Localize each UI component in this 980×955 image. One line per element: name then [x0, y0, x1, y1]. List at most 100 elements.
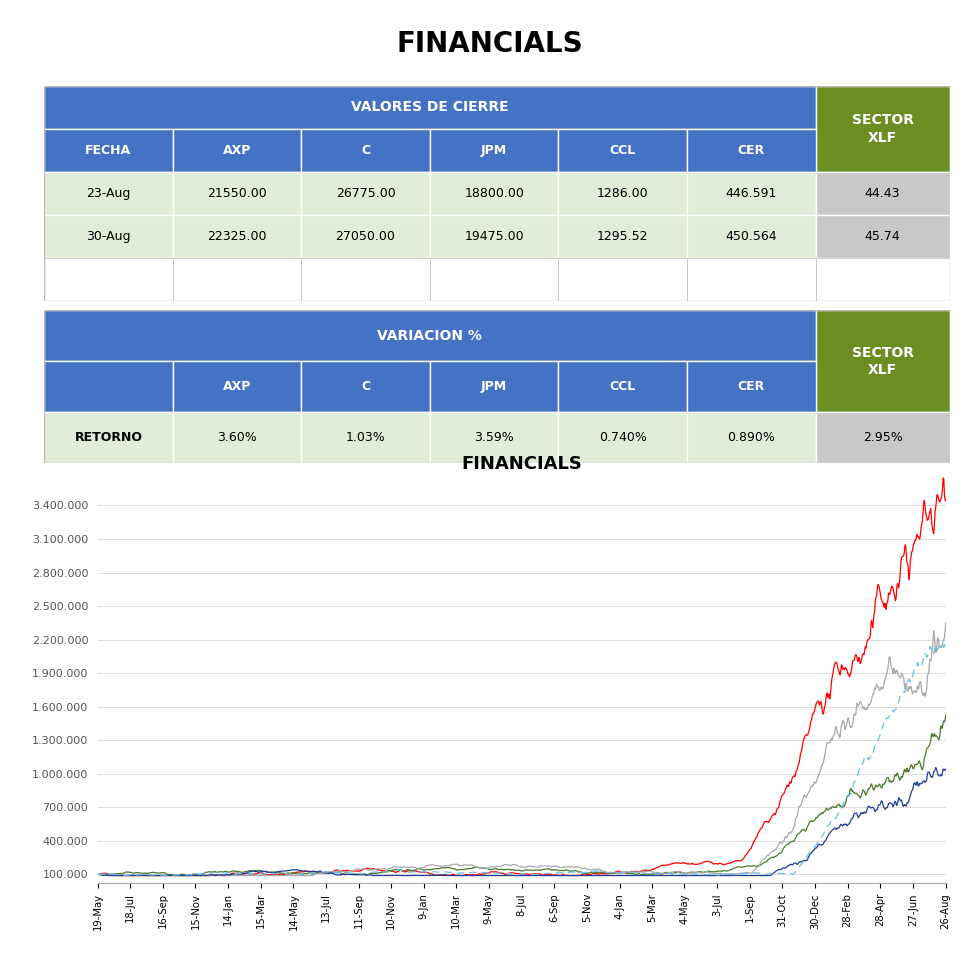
C: [388, 864, 400, 876]
CCL: [387, 870, 399, 881]
Line: JPM: JPM: [98, 623, 946, 876]
Text: 1.03%: 1.03%: [346, 432, 385, 444]
CCL: [92, 869, 104, 881]
Text: VALORES DE CIERRE: VALORES DE CIERRE: [351, 100, 509, 115]
Bar: [559, 361, 687, 413]
Line: C: C: [98, 715, 946, 876]
Text: FECHA: FECHA: [85, 144, 131, 157]
CCL: [115, 870, 126, 881]
CER: [725, 869, 737, 881]
Text: JPM: JPM: [481, 144, 508, 157]
Bar: [172, 413, 301, 463]
JPM: [387, 861, 399, 873]
Text: 3.60%: 3.60%: [218, 432, 257, 444]
AXP: [563, 870, 574, 881]
Bar: [559, 413, 687, 463]
Text: 2.95%: 2.95%: [862, 432, 903, 444]
Text: 22325.00: 22325.00: [207, 230, 267, 243]
JPM: [108, 870, 120, 881]
Bar: [172, 258, 301, 301]
Bar: [687, 413, 815, 463]
CCL: [297, 865, 309, 877]
Bar: [430, 215, 559, 258]
Text: CER: CER: [738, 380, 765, 393]
CCL: [766, 868, 778, 880]
Bar: [430, 413, 559, 463]
CER: [766, 868, 778, 880]
CCL: [940, 764, 952, 775]
Bar: [559, 215, 687, 258]
Text: 21550.00: 21550.00: [207, 187, 267, 200]
Text: 1286.00: 1286.00: [597, 187, 649, 200]
Bar: [559, 129, 687, 172]
Text: 19475.00: 19475.00: [465, 230, 524, 243]
Text: 18800.00: 18800.00: [465, 187, 524, 200]
Text: 446.591: 446.591: [725, 187, 777, 200]
Bar: [172, 361, 301, 413]
JPM: [388, 861, 400, 873]
CER: [162, 870, 173, 881]
C: [766, 852, 778, 863]
Text: CCL: CCL: [610, 144, 636, 157]
Bar: [559, 258, 687, 301]
C: [92, 869, 104, 881]
Bar: [687, 129, 815, 172]
Bar: [430, 172, 559, 215]
Text: 1295.52: 1295.52: [597, 230, 649, 243]
Bar: [172, 172, 301, 215]
Bar: [815, 258, 950, 301]
Line: AXP: AXP: [98, 478, 946, 876]
JPM: [725, 868, 737, 880]
AXP: [92, 869, 104, 881]
Bar: [815, 86, 950, 172]
Bar: [430, 361, 559, 413]
Bar: [301, 215, 430, 258]
Text: 0.890%: 0.890%: [727, 432, 775, 444]
Text: 30-Aug: 30-Aug: [86, 230, 130, 243]
Text: 3.59%: 3.59%: [474, 432, 514, 444]
Text: CCL: CCL: [610, 380, 636, 393]
AXP: [766, 810, 778, 821]
Text: FINANCIALS: FINANCIALS: [397, 30, 583, 57]
Bar: [815, 172, 950, 215]
C: [182, 870, 194, 881]
Text: AXP: AXP: [222, 380, 251, 393]
Bar: [44, 86, 815, 129]
CER: [297, 868, 309, 880]
Text: 450.564: 450.564: [725, 230, 777, 243]
JPM: [940, 617, 952, 628]
Bar: [687, 258, 815, 301]
Text: VARIACION %: VARIACION %: [377, 329, 482, 343]
Text: 0.740%: 0.740%: [599, 432, 647, 444]
Line: CER: CER: [98, 642, 946, 876]
Bar: [44, 413, 172, 463]
AXP: [940, 496, 952, 507]
Text: 26775.00: 26775.00: [336, 187, 396, 200]
Bar: [815, 215, 950, 258]
Bar: [44, 258, 172, 301]
Bar: [44, 129, 172, 172]
Bar: [172, 215, 301, 258]
CCL: [930, 762, 942, 774]
Text: SECTOR
XLF: SECTOR XLF: [852, 114, 913, 144]
AXP: [296, 866, 308, 878]
C: [387, 864, 399, 876]
Bar: [301, 258, 430, 301]
CER: [115, 869, 126, 881]
Bar: [44, 215, 172, 258]
Text: JPM: JPM: [481, 380, 508, 393]
CER: [92, 869, 104, 881]
C: [115, 868, 126, 880]
Title: FINANCIALS: FINANCIALS: [462, 456, 582, 473]
Bar: [430, 129, 559, 172]
Text: AXP: AXP: [222, 144, 251, 157]
Bar: [301, 361, 430, 413]
CCL: [388, 870, 400, 881]
C: [725, 863, 737, 875]
Text: SECTOR
XLF: SECTOR XLF: [852, 346, 913, 377]
JPM: [297, 870, 309, 881]
Text: 44.43: 44.43: [865, 187, 901, 200]
CCL: [725, 870, 737, 881]
CCL: [209, 870, 221, 881]
CER: [388, 865, 400, 877]
